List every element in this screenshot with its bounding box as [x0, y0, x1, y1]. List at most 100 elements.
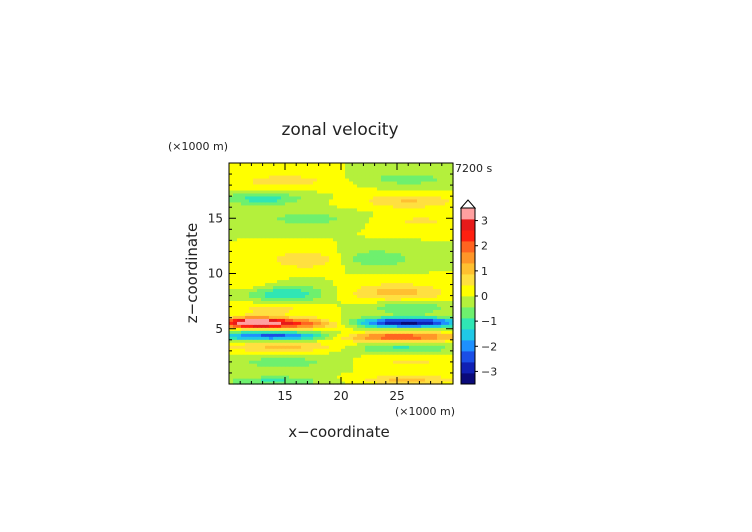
heatmap-cell — [341, 177, 346, 182]
heatmap-cell — [357, 219, 362, 224]
heatmap-cell — [297, 192, 302, 197]
heatmap-cell — [409, 345, 414, 349]
heatmap-cell — [393, 375, 398, 379]
heatmap-cell — [369, 369, 374, 373]
heatmap-cell — [373, 360, 378, 364]
heatmap-cell — [249, 279, 254, 284]
heatmap-cell — [285, 186, 290, 191]
heatmap-cell — [269, 321, 274, 325]
heatmap-cell — [261, 378, 266, 382]
heatmap-cell — [229, 165, 234, 170]
heatmap-cell — [305, 174, 310, 179]
heatmap-cell — [289, 300, 294, 304]
heatmap-cell — [417, 261, 422, 266]
heatmap-cell — [325, 213, 330, 218]
heatmap-cell — [269, 297, 274, 301]
heatmap-cell — [353, 231, 358, 236]
heatmap-cell — [421, 309, 426, 313]
heatmap-cell — [333, 186, 338, 191]
heatmap-cell — [245, 225, 250, 230]
heatmap-cell — [277, 288, 282, 293]
heatmap-cell — [341, 237, 346, 242]
heatmap-cell — [353, 288, 358, 293]
heatmap-cell — [429, 303, 434, 307]
heatmap-cell — [277, 339, 282, 343]
heatmap-cell — [349, 315, 354, 319]
heatmap-cell — [425, 276, 430, 281]
heatmap-cell — [329, 249, 334, 254]
heatmap-cell — [289, 195, 294, 200]
heatmap-cell — [241, 315, 246, 319]
heatmap-cell — [425, 234, 430, 239]
heatmap-cell — [449, 261, 454, 266]
heatmap-cell — [265, 163, 270, 167]
heatmap-cell — [273, 276, 278, 281]
heatmap-cell — [401, 285, 406, 290]
heatmap-cell — [377, 177, 382, 182]
heatmap-cell — [417, 378, 422, 382]
heatmap-cell — [329, 381, 334, 385]
heatmap-cell — [369, 336, 374, 340]
heatmap-cell — [441, 213, 446, 218]
heatmap-cell — [361, 264, 366, 269]
heatmap-cell — [365, 366, 370, 370]
heatmap-cell — [401, 216, 406, 221]
heatmap-cell — [409, 195, 414, 200]
heatmap-cell — [257, 267, 262, 272]
heatmap-cell — [389, 369, 394, 373]
heatmap-cell — [325, 258, 330, 263]
heatmap-cell — [445, 231, 450, 236]
heatmap-cell — [349, 285, 354, 290]
heatmap-cell — [321, 222, 326, 227]
heatmap-cell — [241, 318, 246, 322]
heatmap-cell — [293, 222, 298, 227]
heatmap-cell — [241, 363, 246, 367]
heatmap-cell — [373, 351, 378, 355]
heatmap-cell — [229, 297, 234, 301]
heatmap-cell — [317, 222, 322, 227]
heatmap-cell — [229, 213, 234, 218]
heatmap-cell — [345, 369, 350, 373]
heatmap-cell — [329, 246, 334, 251]
heatmap-cell — [249, 360, 254, 364]
heatmap-cell — [381, 345, 386, 349]
heatmap-cell — [377, 222, 382, 227]
heatmap-cell — [329, 294, 334, 298]
heatmap-cell — [281, 243, 286, 248]
heatmap-cell — [269, 375, 274, 379]
heatmap-cell — [245, 285, 250, 290]
heatmap-cell — [449, 306, 454, 310]
heatmap-cell — [289, 168, 294, 173]
heatmap-cell — [329, 210, 334, 215]
heatmap-cell — [425, 300, 430, 304]
heatmap-cell — [369, 339, 374, 343]
heatmap-cell — [229, 189, 234, 194]
heatmap-cell — [409, 267, 414, 272]
heatmap-cell — [253, 177, 258, 182]
heatmap-cell — [429, 171, 434, 176]
heatmap-cell — [273, 243, 278, 248]
heatmap-cell — [389, 201, 394, 206]
heatmap-cell — [333, 216, 338, 221]
heatmap-cell — [293, 201, 298, 206]
heatmap-cell — [405, 285, 410, 290]
heatmap-cell — [441, 255, 446, 260]
heatmap-cell — [265, 201, 270, 206]
heatmap-cell — [449, 174, 454, 179]
heatmap-cell — [285, 168, 290, 173]
heatmap-cell — [321, 345, 326, 349]
heatmap-cell — [281, 327, 286, 331]
heatmap-cell — [301, 240, 306, 245]
heatmap-cell — [297, 228, 302, 233]
heatmap-cell — [289, 198, 294, 203]
heatmap-cell — [309, 381, 314, 385]
heatmap-cell — [233, 237, 238, 242]
heatmap-cell — [285, 330, 290, 334]
heatmap-cell — [437, 285, 442, 290]
heatmap-cell — [337, 180, 342, 185]
heatmap-cell — [449, 210, 454, 215]
heatmap-cell — [261, 163, 266, 167]
heatmap-cell — [281, 231, 286, 236]
heatmap-cell — [369, 216, 374, 221]
heatmap-cell — [417, 285, 422, 290]
